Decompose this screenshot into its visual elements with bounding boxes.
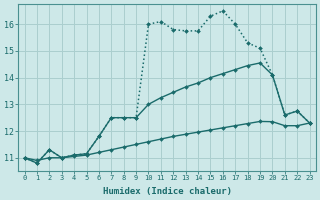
X-axis label: Humidex (Indice chaleur): Humidex (Indice chaleur): [103, 187, 232, 196]
